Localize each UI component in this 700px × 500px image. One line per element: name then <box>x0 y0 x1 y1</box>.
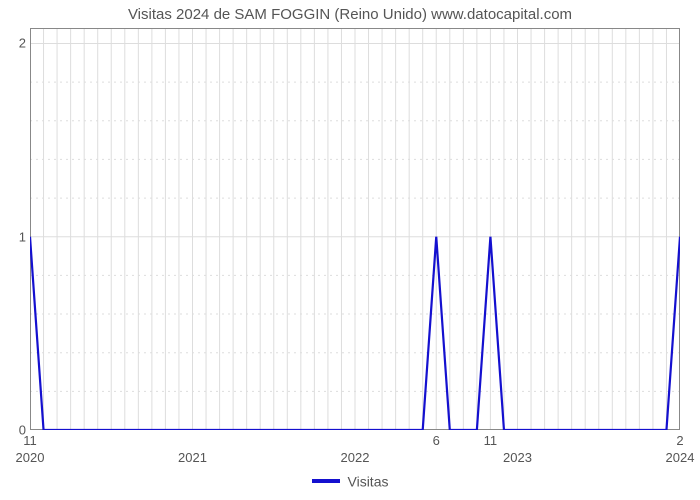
legend-swatch <box>312 479 340 483</box>
x-tick-label: 2023 <box>503 450 532 465</box>
x-tick-label: 2021 <box>178 450 207 465</box>
data-point-label: 11 <box>23 433 37 448</box>
legend: Visitas <box>0 472 700 489</box>
chart-title: Visitas 2024 de SAM FOGGIN (Reino Unido)… <box>0 6 700 23</box>
chart-svg <box>30 28 680 430</box>
y-tick-label: 2 <box>6 36 26 51</box>
data-point-label: 11 <box>484 433 498 448</box>
chart-container: { "chart": { "type": "line", "title": "V… <box>0 0 700 500</box>
y-tick-label: 1 <box>6 229 26 244</box>
data-point-label: 2 <box>676 433 683 448</box>
x-tick-label: 2024 <box>666 450 695 465</box>
data-point-label: 6 <box>433 433 440 448</box>
x-tick-label: 2022 <box>341 450 370 465</box>
legend-label: Visitas <box>348 473 389 489</box>
x-tick-label: 2020 <box>16 450 45 465</box>
